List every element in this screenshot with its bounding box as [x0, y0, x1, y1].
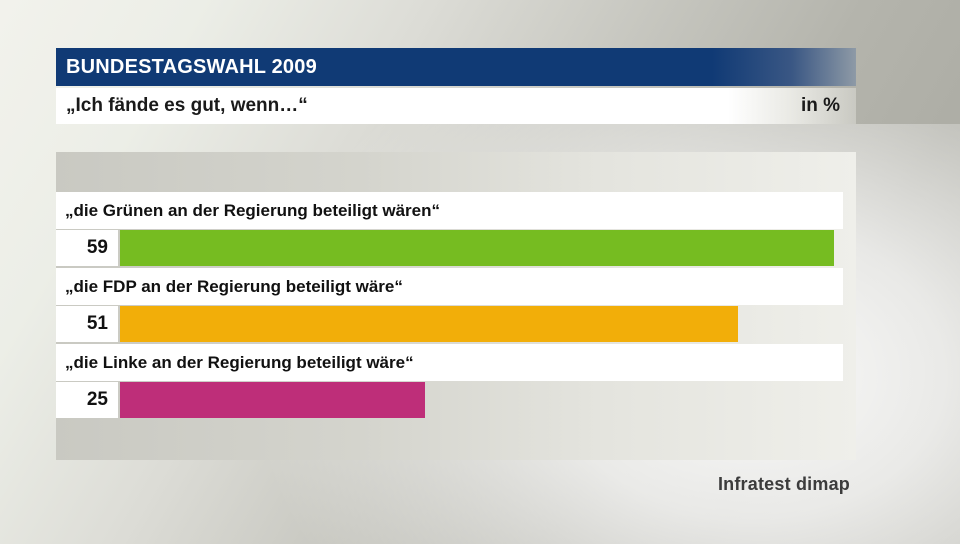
bar-fdp: [120, 306, 738, 342]
bar-label-band: „die FDP an der Regierung beteiligt wäre…: [56, 268, 843, 305]
chart-header: BUNDESTAGSWAHL 2009 „Ich fände es gut, w…: [56, 48, 856, 124]
unit-label: in %: [800, 95, 840, 116]
bar-value: 25: [86, 389, 108, 410]
bar-label: „die Grünen an der Regierung beteiligt w…: [65, 200, 441, 220]
bar-value-box: 25: [56, 382, 118, 418]
bar-value: 51: [86, 313, 108, 334]
bar-grüne: [120, 230, 834, 266]
page-title: BUNDESTAGSWAHL 2009: [66, 55, 317, 78]
survey-question: „Ich fände es gut, wenn…“: [66, 95, 308, 116]
chart-row: „die FDP an der Regierung beteiligt wäre…: [56, 268, 856, 344]
bar-linke: [120, 382, 425, 418]
bar-line: 59: [56, 230, 843, 266]
bar-label: „die Linke an der Regierung beteiligt wä…: [65, 352, 414, 372]
chart-panel: „die Grünen an der Regierung beteiligt w…: [56, 152, 856, 460]
header-title-bar: BUNDESTAGSWAHL 2009: [56, 48, 856, 86]
bar-label-band: „die Grünen an der Regierung beteiligt w…: [56, 192, 843, 229]
bar-line: 25: [56, 382, 843, 418]
bar-rows: „die Grünen an der Regierung beteiligt w…: [56, 192, 856, 420]
header-subtitle-bar: „Ich fände es gut, wenn…“ in %: [56, 88, 856, 124]
chart-row: „die Grünen an der Regierung beteiligt w…: [56, 192, 856, 268]
chart-row: „die Linke an der Regierung beteiligt wä…: [56, 344, 856, 420]
bar-label-band: „die Linke an der Regierung beteiligt wä…: [56, 344, 843, 381]
bar-label: „die FDP an der Regierung beteiligt wäre…: [65, 276, 403, 296]
bar-line: 51: [56, 306, 843, 342]
bar-value-box: 59: [56, 230, 118, 266]
source-attribution: Infratest dimap: [717, 474, 850, 494]
bar-value-box: 51: [56, 306, 118, 342]
bar-value: 59: [86, 237, 108, 258]
